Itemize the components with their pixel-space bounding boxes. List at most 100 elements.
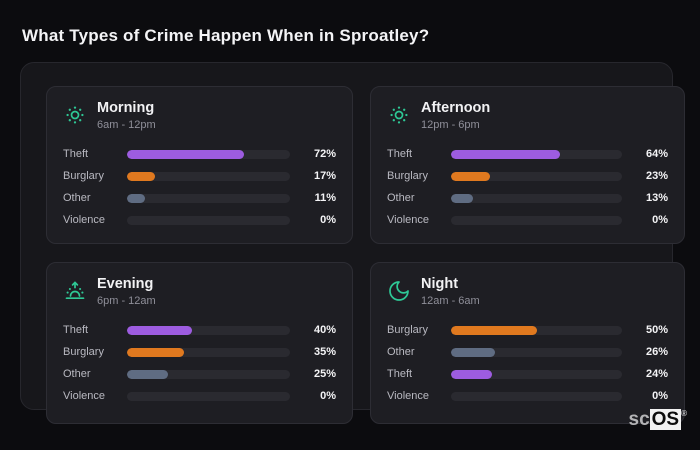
- bar-fill: [451, 347, 496, 357]
- crime-row: Burglary 23%: [387, 170, 668, 183]
- percentage-value: 35%: [313, 346, 336, 359]
- sunrise-icon: [65, 281, 85, 300]
- card-header: Evening 6pm - 12am: [63, 276, 336, 307]
- crime-label: Burglary: [63, 170, 104, 183]
- percentage-value: 0%: [652, 390, 668, 403]
- card-heading-text: Night 12am - 6am: [421, 276, 480, 307]
- bar-track: [451, 391, 622, 401]
- crime-row: Violence 0%: [63, 214, 336, 227]
- crime-row: Other 13%: [387, 192, 668, 205]
- percentage-value: 0%: [320, 390, 336, 403]
- card-heading-text: Afternoon 12pm - 6pm: [421, 100, 490, 131]
- crime-label: Theft: [63, 148, 89, 161]
- card-time-range: 6pm - 12am: [97, 294, 156, 307]
- crime-row: Violence 0%: [63, 390, 336, 403]
- percentage-value: 13%: [645, 192, 668, 205]
- bar-track: [127, 215, 290, 225]
- registered-trademark-icon: ®: [681, 409, 687, 418]
- time-of-day-icon: [387, 103, 411, 127]
- bar-track: [451, 215, 622, 225]
- bar-track: [451, 325, 622, 335]
- bar-fill: [451, 171, 491, 181]
- watermark-logo: OS: [649, 409, 682, 430]
- bar-track: [451, 171, 622, 181]
- bar-track: [127, 171, 290, 181]
- crime-row: Theft 24%: [387, 368, 668, 381]
- crime-label: Burglary: [387, 324, 428, 337]
- card-morning: Morning 6am - 12pm Theft 72% Burglary 17…: [46, 86, 353, 244]
- card-title: Morning: [97, 100, 155, 116]
- crime-rows: Theft 40% Burglary 35% Other 25% Violenc…: [63, 324, 336, 403]
- card-night: Night 12am - 6am Burglary 50% Other 26% …: [370, 262, 685, 424]
- crime-label: Theft: [63, 324, 89, 337]
- crime-label: Other: [387, 192, 415, 205]
- bar-fill: [127, 171, 155, 181]
- crime-label: Burglary: [63, 346, 104, 359]
- card-time-range: 12am - 6am: [421, 294, 480, 307]
- card-header: Morning 6am - 12pm: [63, 100, 336, 131]
- bar-track: [127, 391, 290, 401]
- crime-label: Theft: [387, 368, 413, 381]
- crime-row: Theft 72%: [63, 148, 336, 161]
- percentage-value: 64%: [645, 148, 668, 161]
- bar-fill: [127, 347, 185, 357]
- bar-track: [451, 369, 622, 379]
- time-of-day-icon: [63, 279, 87, 303]
- crime-label: Other: [387, 346, 415, 359]
- crime-row: Other 25%: [63, 368, 336, 381]
- percentage-value: 23%: [645, 170, 668, 183]
- card-title: Afternoon: [421, 100, 491, 116]
- bar-fill: [451, 149, 561, 159]
- card-header: Night 12am - 6am: [387, 276, 668, 307]
- crime-rows: Theft 72% Burglary 17% Other 11% Violenc…: [63, 148, 336, 227]
- card-time-range: 6am - 12pm: [97, 118, 156, 131]
- time-of-day-icon: [387, 279, 411, 303]
- bar-track: [127, 369, 290, 379]
- percentage-value: 24%: [645, 368, 668, 381]
- crime-rows: Burglary 50% Other 26% Theft 24% Violenc…: [387, 324, 668, 403]
- bar-track: [451, 149, 622, 159]
- card-heading-text: Evening 6pm - 12am: [97, 276, 156, 307]
- crime-label: Other: [63, 368, 91, 381]
- bar-track: [127, 149, 290, 159]
- moon-icon: [389, 281, 409, 302]
- crime-row: Other 26%: [387, 346, 668, 359]
- percentage-value: 17%: [313, 170, 336, 183]
- percentage-value: 50%: [645, 324, 668, 337]
- card-title: Night: [421, 276, 459, 292]
- bar-track: [127, 347, 290, 357]
- crime-row: Burglary 35%: [63, 346, 336, 359]
- cards-grid: Morning 6am - 12pm Theft 72% Burglary 17…: [46, 86, 685, 424]
- bar-fill: [451, 325, 537, 335]
- watermark-prefix: sc: [628, 409, 650, 430]
- time-of-day-icon: [63, 103, 87, 127]
- bar-fill: [451, 369, 493, 379]
- crime-row: Theft 64%: [387, 148, 668, 161]
- crime-label: Violence: [63, 214, 105, 227]
- crime-label: Violence: [63, 390, 105, 403]
- percentage-value: 11%: [314, 192, 336, 205]
- bar-fill: [127, 325, 193, 335]
- bar-fill: [451, 193, 474, 203]
- sun-icon: [66, 106, 84, 124]
- card-time-range: 12pm - 6pm: [421, 118, 480, 131]
- percentage-value: 25%: [313, 368, 336, 381]
- percentage-value: 0%: [652, 214, 668, 227]
- bar-fill: [127, 369, 168, 379]
- sun-icon: [390, 106, 408, 124]
- bar-track: [127, 193, 290, 203]
- crime-row: Violence 0%: [387, 214, 668, 227]
- bar-track: [127, 325, 290, 335]
- bar-fill: [127, 193, 145, 203]
- crime-label: Violence: [387, 214, 429, 227]
- crime-row: Burglary 17%: [63, 170, 336, 183]
- crime-row: Burglary 50%: [387, 324, 668, 337]
- percentage-value: 26%: [645, 346, 668, 359]
- crime-label: Violence: [387, 390, 429, 403]
- crime-rows: Theft 64% Burglary 23% Other 13% Violenc…: [387, 148, 668, 227]
- watermark: sc OS ®: [628, 409, 687, 431]
- card-evening: Evening 6pm - 12am Theft 40% Burglary 35…: [46, 262, 353, 424]
- crime-row: Theft 40%: [63, 324, 336, 337]
- percentage-value: 40%: [313, 324, 336, 337]
- card-title: Evening: [97, 276, 154, 292]
